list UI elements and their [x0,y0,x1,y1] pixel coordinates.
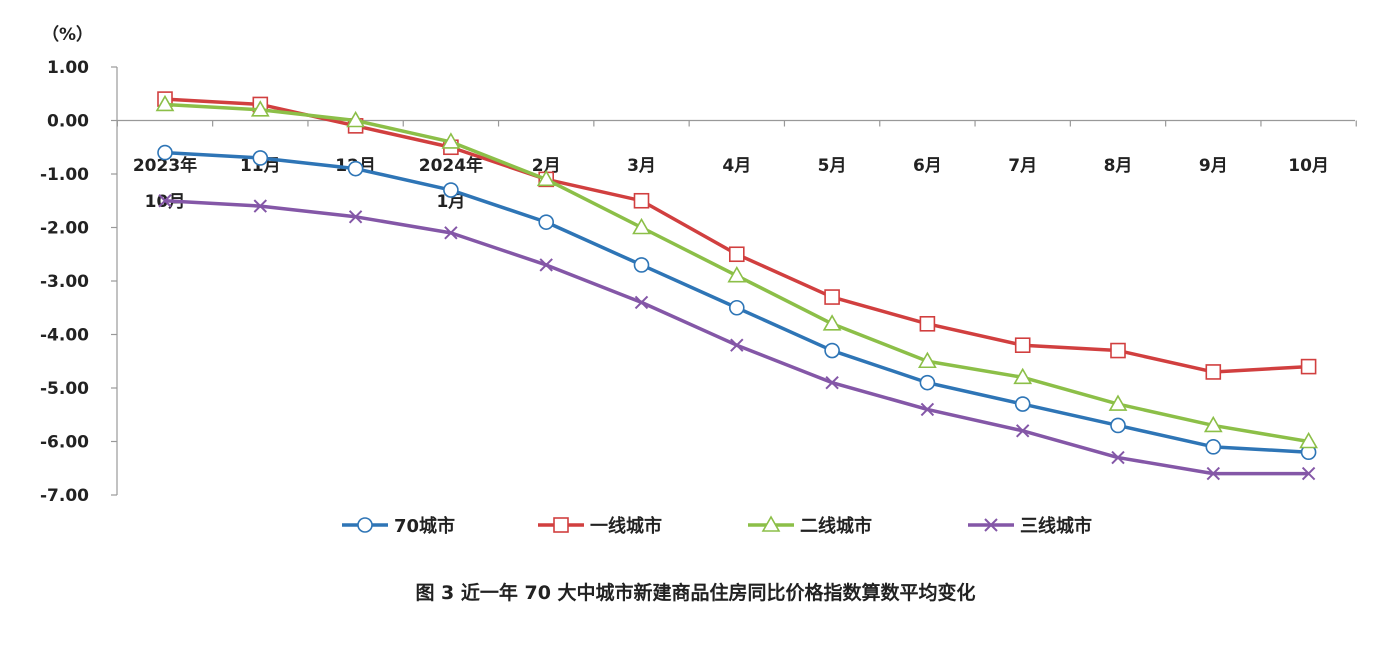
data-point [825,375,839,390]
y-tick-label: 0.00 [47,112,89,132]
data-point [1301,466,1316,481]
data-point [920,402,935,417]
data-point [1205,364,1222,380]
data-point [346,110,365,128]
data-point [536,169,556,187]
data-point [633,192,650,209]
data-point [250,100,270,117]
series-1 [157,91,1317,380]
data-point [728,299,745,316]
series-0 [157,144,1317,461]
data-point [918,351,937,369]
data-point [1014,337,1031,354]
data-point [253,199,268,213]
y-tick-label: -1.00 [40,165,89,185]
series-3 [158,194,1316,481]
y-unit-label: （%） [42,24,93,45]
data-point [1203,415,1223,433]
legend-swatch-marker [761,515,781,532]
legend-item-0: 70城市 [342,515,455,537]
y-tick-label: -2.00 [40,219,89,239]
data-point [252,150,269,166]
data-point [633,257,650,273]
data-point [919,315,936,332]
data-point [824,289,840,305]
x-tick-label: 8月 [1104,156,1133,176]
data-point [1300,358,1317,375]
legend: 70城市 一线城市 二线城市 三线城市 [342,515,1092,537]
data-point [822,314,842,331]
data-point [1299,431,1318,449]
data-point [727,266,747,283]
legend-label: 70城市 [394,515,455,537]
legend-swatch-marker [984,518,998,532]
y-tick-label: -5.00 [40,379,89,399]
chart-caption: 图 3 近一年 70 大中城市新建商品住房同比价格指数算数平均变化 [415,582,976,604]
x-tick-label: 10月 [1288,156,1329,176]
data-point [1013,367,1033,385]
legend-item-2: 二线城市 [748,515,872,537]
data-point [347,160,364,177]
data-point [1110,342,1126,359]
x-tick-label: 2023年 [133,155,197,176]
legend-item-3: 三线城市 [968,515,1092,537]
series-line [164,97,1309,374]
x-tick-label: 9月 [1199,156,1228,176]
data-point [539,258,553,272]
data-point [158,194,172,208]
y-tick-label: 1.00 [47,58,89,78]
y-tick-label: -3.00 [40,272,89,292]
data-point [1110,417,1126,434]
x-tick-label: 7月 [1008,156,1037,176]
data-point [538,214,555,230]
x-tick-label: 11月 [240,156,281,176]
data-point [348,210,363,224]
data-point [1205,439,1222,455]
data-point [634,295,649,310]
data-point [730,338,744,352]
y-tick-label: -4.00 [40,326,89,346]
legend-item-1: 一线城市 [538,515,662,537]
x-tick-label: 1月 [436,192,465,212]
legend-label: 一线城市 [590,515,662,537]
x-tick-label: 4月 [722,156,751,176]
legend-label: 二线城市 [800,515,872,537]
x-tick-label: 6月 [913,156,942,176]
x-tick-label: 2024年 [419,155,483,176]
data-point [444,226,458,240]
x-tick-label: 5月 [818,156,847,176]
data-point [1015,424,1030,438]
data-point [157,144,173,161]
x-tick-label: 2月 [532,156,561,176]
x-tick-label: 3月 [627,156,656,176]
legend-swatch-marker [357,517,373,533]
series-2 [155,94,1318,449]
y-tick-label: -7.00 [40,486,89,506]
data-point [441,132,461,149]
data-point [443,182,459,198]
data-point [632,217,651,235]
series-line [164,199,1309,476]
data-point [1014,396,1031,412]
data-point [824,342,840,359]
data-point [1108,394,1128,411]
data-point [1111,450,1125,465]
legend-swatch-marker [553,517,569,533]
legend-label: 三线城市 [1020,515,1092,537]
y-tick-label: -6.00 [40,433,89,453]
data-point [155,94,175,112]
data-point [728,246,745,263]
data-point [919,374,936,391]
series-layer [155,91,1318,481]
data-point [1206,466,1221,481]
